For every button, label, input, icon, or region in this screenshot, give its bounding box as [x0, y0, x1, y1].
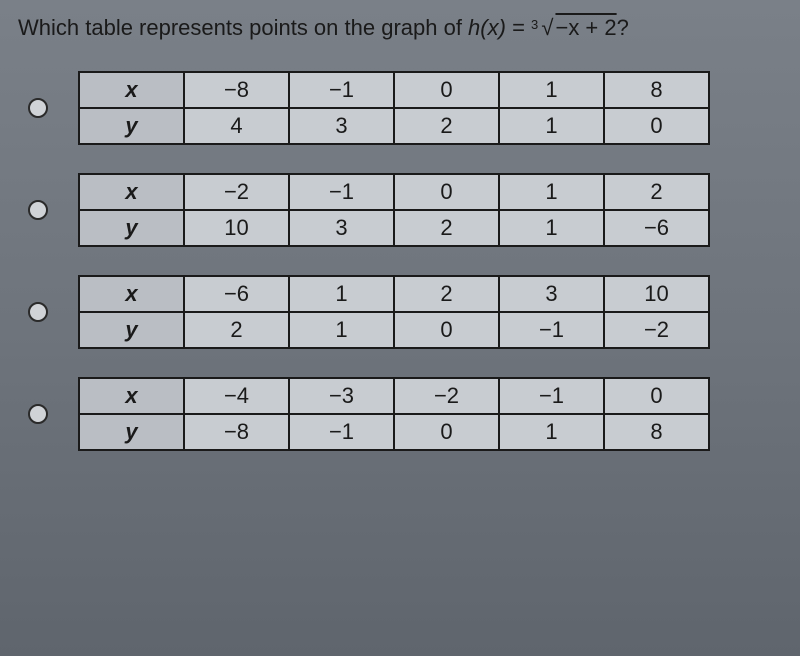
table-row: x −4 −3 −2 −1 0: [79, 378, 709, 414]
table-option-1: x −8 −1 0 1 8 y 4 3 2 1 0: [78, 71, 710, 145]
radio-option-4[interactable]: [28, 404, 48, 424]
option-4: x −4 −3 −2 −1 0 y −8 −1 0 1 8: [28, 377, 782, 451]
cell: −2: [184, 174, 289, 210]
cell: −1: [289, 174, 394, 210]
table-row: y 4 3 2 1 0: [79, 108, 709, 144]
cell: 10: [184, 210, 289, 246]
cell: −8: [184, 72, 289, 108]
cell: −8: [184, 414, 289, 450]
cell: 3: [499, 276, 604, 312]
cell: 1: [499, 414, 604, 450]
cell: 0: [604, 108, 709, 144]
cell: −2: [394, 378, 499, 414]
table-row: y −8 −1 0 1 8: [79, 414, 709, 450]
cell: 2: [604, 174, 709, 210]
table-option-2: x −2 −1 0 1 2 y 10 3 2 1 −6: [78, 173, 710, 247]
table-option-3: x −6 1 2 3 10 y 2 1 0 −1 −2: [78, 275, 710, 349]
header-x: x: [79, 174, 184, 210]
cell: −1: [499, 378, 604, 414]
table-option-4: x −4 −3 −2 −1 0 y −8 −1 0 1 8: [78, 377, 710, 451]
cell: −6: [604, 210, 709, 246]
cell: 1: [289, 276, 394, 312]
radio-option-1[interactable]: [28, 98, 48, 118]
question-prefix: Which table represents points on the gra…: [18, 15, 468, 40]
cell: −2: [604, 312, 709, 348]
cell: 1: [499, 72, 604, 108]
header-x: x: [79, 276, 184, 312]
cell: 1: [499, 108, 604, 144]
table-row: x −6 1 2 3 10: [79, 276, 709, 312]
cell: 0: [394, 174, 499, 210]
cell: 0: [394, 414, 499, 450]
radio-option-3[interactable]: [28, 302, 48, 322]
cell: 3: [289, 108, 394, 144]
root-index: 3: [531, 17, 538, 32]
cell: −6: [184, 276, 289, 312]
header-x: x: [79, 378, 184, 414]
cell: 2: [394, 276, 499, 312]
cell: 8: [604, 72, 709, 108]
table-row: y 2 1 0 −1 −2: [79, 312, 709, 348]
cell: 4: [184, 108, 289, 144]
cell: 2: [184, 312, 289, 348]
header-y: y: [79, 108, 184, 144]
option-2: x −2 −1 0 1 2 y 10 3 2 1 −6: [28, 173, 782, 247]
question-func: h(x): [468, 15, 506, 40]
question-equals: =: [512, 15, 531, 40]
cell: 0: [394, 72, 499, 108]
option-1: x −8 −1 0 1 8 y 4 3 2 1 0: [28, 71, 782, 145]
cell: 0: [394, 312, 499, 348]
radicand: −x + 2: [553, 15, 616, 40]
header-y: y: [79, 210, 184, 246]
table-row: x −8 −1 0 1 8: [79, 72, 709, 108]
cell: 8: [604, 414, 709, 450]
cell: 2: [394, 108, 499, 144]
cell: 2: [394, 210, 499, 246]
cell: −1: [289, 72, 394, 108]
cell: 10: [604, 276, 709, 312]
header-y: y: [79, 312, 184, 348]
radio-option-2[interactable]: [28, 200, 48, 220]
cell: 3: [289, 210, 394, 246]
question-suffix: ?: [617, 15, 629, 40]
cell: −4: [184, 378, 289, 414]
cell: 1: [499, 174, 604, 210]
table-row: y 10 3 2 1 −6: [79, 210, 709, 246]
cell: −1: [289, 414, 394, 450]
option-3: x −6 1 2 3 10 y 2 1 0 −1 −2: [28, 275, 782, 349]
options-container: x −8 −1 0 1 8 y 4 3 2 1 0 x −2 −1: [18, 71, 782, 451]
header-x: x: [79, 72, 184, 108]
radical-sign: √: [541, 15, 553, 40]
cell: −3: [289, 378, 394, 414]
table-row: x −2 −1 0 1 2: [79, 174, 709, 210]
cell: 0: [604, 378, 709, 414]
cell: −1: [499, 312, 604, 348]
header-y: y: [79, 414, 184, 450]
question-text: Which table represents points on the gra…: [18, 15, 782, 41]
cell: 1: [289, 312, 394, 348]
cell: 1: [499, 210, 604, 246]
